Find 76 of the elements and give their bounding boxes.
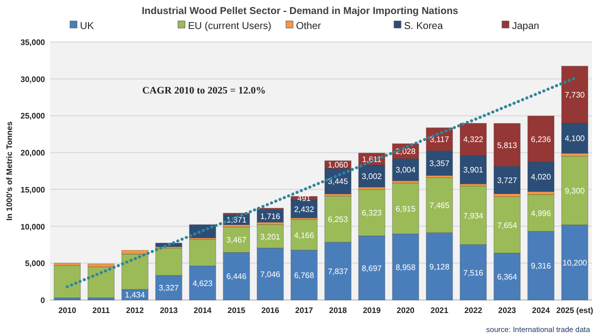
chart-title: Industrial Wood Pellet Sector - Demand in Major Importing Nations (142, 6, 459, 17)
x-tick-label: 2018 (329, 306, 348, 315)
y-tick-label: 20,000 (20, 148, 46, 158)
x-tick-label: 2013 (160, 306, 178, 315)
data-label: 7,934 (463, 211, 484, 220)
x-tick-label: 2014 (194, 306, 212, 315)
y-tick-label: 35,000 (20, 38, 46, 47)
legend-label: EU (current Users) (188, 21, 272, 32)
data-label: 7,654 (497, 220, 518, 230)
x-tick-label: 2017 (295, 306, 314, 315)
y-axis-title: In 1000's of Metric Tonnes (5, 120, 14, 221)
data-label: 6,768 (294, 271, 315, 280)
data-label: 6,364 (497, 272, 518, 282)
data-label: 8,697 (362, 264, 382, 273)
data-label: 7,730 (564, 90, 586, 100)
data-label: 3,727 (497, 176, 518, 185)
data-label: 491 (297, 194, 312, 204)
data-label: 3,901 (463, 166, 484, 175)
data-label: 1,434 (124, 290, 146, 300)
data-label: 7,837 (328, 267, 348, 276)
data-label: 1,060 (328, 160, 348, 170)
x-tick-label: 2025 (est) (556, 306, 594, 315)
data-label: 9,316 (530, 262, 552, 271)
data-label: 3,327 (158, 284, 180, 293)
data-label: 4,100 (564, 134, 586, 144)
x-tick-label: 2024 (532, 306, 550, 315)
annotation: CAGR 2010 to 2025 = 12.0% (142, 86, 266, 97)
data-label: 6,253 (328, 215, 348, 224)
data-label: 5,813 (497, 140, 518, 150)
data-label: 7,046 (260, 270, 281, 280)
x-tick-label: 2011 (92, 306, 110, 315)
data-label: 3,004 (396, 166, 416, 175)
x-tick-label: 2016 (261, 306, 280, 315)
data-label: 3,445 (328, 177, 348, 186)
data-label: 3,201 (260, 232, 281, 242)
y-tick-label: 0 (40, 296, 46, 305)
data-label: 3,117 (430, 135, 450, 144)
x-tick-label: 2020 (396, 306, 416, 315)
data-label: 2,432 (294, 204, 315, 214)
data-label: 8,958 (396, 262, 416, 272)
x-tick-label: 2022 (464, 306, 483, 315)
y-tick-label: 10,000 (20, 222, 46, 232)
data-label: 3,467 (226, 236, 247, 245)
x-tick-label: 2019 (362, 306, 382, 315)
x-tick-label: 2012 (126, 306, 144, 315)
x-tick-label: 2015 (228, 306, 246, 315)
data-label: 6,236 (530, 134, 552, 144)
x-tick-label: 2010 (58, 306, 77, 315)
data-label: 4,623 (192, 278, 214, 288)
data-label: 6,446 (226, 272, 247, 282)
y-tick-label: 5,000 (24, 259, 46, 268)
data-label: 4,166 (294, 230, 315, 240)
data-label: 7,516 (463, 268, 484, 278)
data-label: 7,465 (429, 201, 450, 210)
legend-label: UK (80, 21, 94, 32)
y-tick-label: 30,000 (20, 74, 46, 84)
bar (54, 265, 81, 298)
legend-label: Other (296, 21, 322, 32)
data-label: 6,915 (396, 204, 416, 214)
data-label: 9,300 (564, 186, 586, 196)
bar (88, 266, 115, 298)
data-label: 4,996 (530, 208, 552, 218)
legend-label: Japan (512, 21, 540, 32)
data-label: 6,323 (362, 208, 382, 218)
data-label: 4,020 (530, 172, 552, 182)
x-tick-label: 2021 (430, 306, 449, 315)
data-label: 4,322 (463, 135, 484, 144)
data-label: 9,128 (429, 262, 450, 272)
data-label: 3,357 (429, 159, 450, 168)
legend-label: S. Korea (404, 21, 444, 32)
data-label: 10,200 (562, 258, 588, 268)
y-tick-label: 25,000 (20, 112, 46, 121)
data-label: 3,002 (362, 172, 382, 182)
x-tick-label: 2023 (498, 306, 517, 315)
y-tick-label: 15,000 (20, 185, 46, 194)
data-label: 1,716 (260, 212, 281, 221)
